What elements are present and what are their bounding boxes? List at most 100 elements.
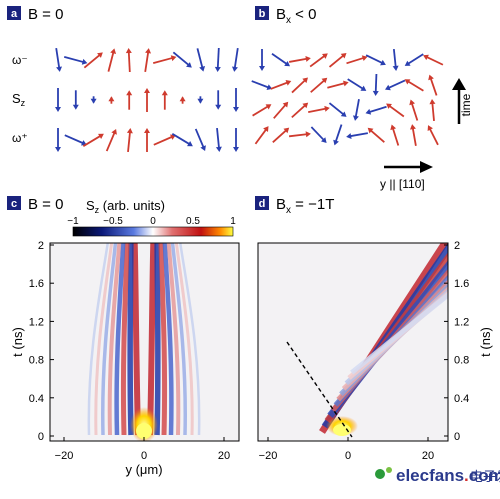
spin-arrow xyxy=(254,126,269,145)
spin-arrow xyxy=(385,79,406,91)
spin-arrow xyxy=(197,96,204,104)
heatmap-c-stripe xyxy=(179,243,201,436)
spin-arrow xyxy=(365,54,386,66)
spin-arrow xyxy=(171,133,193,147)
y-tick-label-right: 2 xyxy=(454,240,460,252)
spin-arrow xyxy=(291,77,309,94)
panel-a-letter: a xyxy=(11,8,18,20)
time-arrow: time xyxy=(452,78,473,124)
spin-arrow xyxy=(410,124,417,146)
heatmap-d-dashed-line xyxy=(286,341,353,438)
y-tick-label-left: 1.2 xyxy=(29,316,44,328)
panel-a-badge xyxy=(7,6,21,20)
y-direction-label: y || [110] xyxy=(380,177,425,191)
heatmap-d-stripes xyxy=(319,243,448,436)
time-label: time xyxy=(459,93,473,116)
spin-arrow xyxy=(196,48,206,72)
colorbar-tick: 0 xyxy=(150,216,156,227)
xlabel-c: y (μm) xyxy=(125,462,162,477)
panel-c-title: B = 0 xyxy=(28,196,63,213)
panel-b-header: b Bx < 0 xyxy=(255,6,316,26)
spin-arrow xyxy=(125,48,132,73)
heatmap-c-stripe xyxy=(147,243,157,436)
heatmap-c-stripe xyxy=(94,243,114,436)
spin-arrow xyxy=(63,56,88,65)
spin-arrow xyxy=(428,74,438,96)
heatmap-c-stripe xyxy=(87,243,109,436)
spin-arrow xyxy=(289,55,311,63)
heatmap-c-stripe xyxy=(166,243,181,436)
axis-ticks: 2 2 1.6 1.6 1.2 1.2 0.8 0.8 0.4 0.4 0 0 −20 0 20 −20 0 20 xyxy=(29,240,470,462)
spin-arrow xyxy=(309,53,328,68)
spin-arrow xyxy=(288,131,311,138)
spin-arrow xyxy=(352,99,360,121)
y-tick-label-right: 1.6 xyxy=(454,278,469,290)
spin-arrow xyxy=(346,55,368,65)
spin-arrow xyxy=(233,128,239,152)
spin-arrow xyxy=(372,73,379,96)
spin-arrow xyxy=(108,96,115,104)
colorbar: Sz (arb. units) −1 −0.5 0 0.5 1 xyxy=(67,198,236,237)
spin-arrow xyxy=(259,49,265,71)
watermark-logo: elecfans.com 电子发烧友 xyxy=(375,466,500,485)
y-tick-label-right: 0.8 xyxy=(454,355,469,367)
colorbar-tick: 0.5 xyxy=(186,216,200,227)
colorbar-tick: −1 xyxy=(67,216,79,227)
x-tick-label: 20 xyxy=(422,450,434,462)
spin-arrow xyxy=(308,105,330,114)
spin-arrow xyxy=(233,88,239,112)
panel-c-badge xyxy=(7,196,21,210)
spin-arrow xyxy=(144,128,150,152)
x-tick-label: 0 xyxy=(345,450,351,462)
y-tick-label-right: 0.4 xyxy=(454,393,469,405)
heatmap-panel-d xyxy=(257,242,449,442)
y-tick-label-left: 1.6 xyxy=(29,278,44,290)
panel-d-badge xyxy=(255,196,269,210)
y-tick-label-left: 0 xyxy=(38,431,44,443)
heatmap-c-stripe xyxy=(114,243,126,436)
spin-arrow xyxy=(392,48,399,71)
spin-arrow xyxy=(55,128,61,152)
spin-arrow xyxy=(215,127,222,152)
spin-arrow xyxy=(55,48,63,72)
spin-arrow xyxy=(83,52,103,69)
heatmap-c-hotspot-core xyxy=(136,423,152,439)
heatmap-c-stripe xyxy=(107,243,122,436)
heatmap-c-stripe xyxy=(158,243,168,436)
spin-arrow xyxy=(427,125,439,146)
spin-arrow xyxy=(310,126,327,143)
spin-arrow xyxy=(404,53,424,66)
spin-arrow xyxy=(72,90,79,110)
spin-arrow xyxy=(429,99,436,122)
panel-b-letter: b xyxy=(259,8,266,20)
spin-arrow xyxy=(270,80,292,90)
y-tick-label-left: 0.8 xyxy=(29,355,44,367)
panel-b-title: Bx < 0 xyxy=(276,6,316,26)
panel-d-title: Bx = −1T xyxy=(276,196,334,216)
spin-arrow xyxy=(365,105,387,115)
panel-a-title: B = 0 xyxy=(28,6,63,23)
spin-arrow xyxy=(409,99,419,121)
spin-arrow xyxy=(251,80,273,90)
row-label-omega-minus: ω⁻ xyxy=(12,53,28,67)
ylabel-right: t (ns) xyxy=(478,327,493,357)
spin-arrow xyxy=(273,101,289,119)
y-tick-label-left: 2 xyxy=(38,240,44,252)
panel-d-letter: d xyxy=(259,198,266,210)
spin-arrow xyxy=(152,55,177,64)
spin-arrow xyxy=(310,77,328,93)
panel-c-letter: c xyxy=(11,198,17,210)
colorbar-tick: −0.5 xyxy=(103,216,123,227)
spin-arrow xyxy=(423,54,444,66)
spin-arrow xyxy=(161,90,168,110)
y-tick-label-right: 1.2 xyxy=(454,316,469,328)
spin-arrow xyxy=(126,128,133,153)
spin-arrow xyxy=(105,128,117,152)
spin-arrow xyxy=(272,127,290,144)
spin-arrow xyxy=(333,124,343,146)
spin-arrow xyxy=(144,88,150,112)
heatmap-c-stripes xyxy=(87,243,201,441)
heatmap-c-stripe xyxy=(120,243,130,436)
spin-arrow xyxy=(194,128,206,152)
